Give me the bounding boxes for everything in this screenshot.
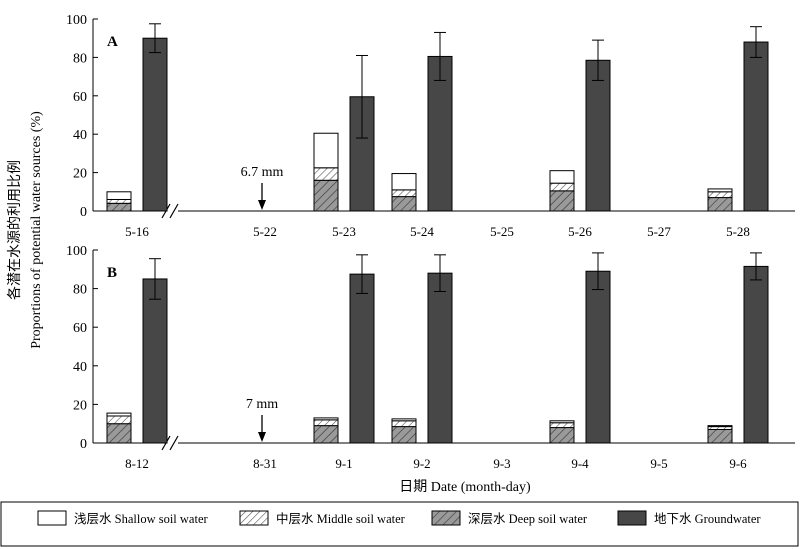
bar-deep-5-28 <box>707 197 733 212</box>
x-tick-label: 5-27 <box>647 224 671 239</box>
bar-middle-9-4 <box>549 422 575 429</box>
legend-swatch-shallow <box>37 510 67 526</box>
legend-swatch-deep <box>431 510 461 526</box>
y-tick-label: 80 <box>73 51 87 66</box>
bar-shallow-5-23 <box>313 132 339 169</box>
y-tick-label: 100 <box>66 13 87 28</box>
y-tick-label: 20 <box>73 167 87 182</box>
legend-swatch-middle <box>239 510 269 526</box>
bar-ground-9-2 <box>427 272 453 444</box>
bar-shallow-9-4 <box>549 420 575 424</box>
bar-shallow-9-6 <box>707 425 733 428</box>
legend-label-shallow: 浅层水 Shallow soil water <box>74 512 209 526</box>
bar-deep-9-6 <box>707 428 733 444</box>
legend-frame <box>0 501 799 547</box>
x-tick-label: 9-6 <box>729 456 747 471</box>
bar-deep-8-12 <box>106 423 132 444</box>
bar-middle-9-2 <box>391 420 417 428</box>
rain-label: 6.7 mm <box>241 165 284 180</box>
x-tick-label: 9-4 <box>571 456 589 471</box>
panel-a: 0 20 40 60 80 100 5-16 5-22 5-23 5-24 5-25 5-26 5-27… <box>66 13 795 239</box>
y-tick-label: 80 <box>73 283 87 298</box>
axis-break-mark <box>169 203 179 219</box>
bar-deep-5-24 <box>391 196 417 212</box>
bar-shallow-5-28 <box>707 188 733 193</box>
bar-ground-5-28 <box>743 41 769 212</box>
bar-ground-5-26 <box>585 59 611 212</box>
rain-arrow-head <box>258 432 266 442</box>
legend-label-deep: 深层水 Deep soil water <box>468 512 588 526</box>
rain-arrow-head <box>258 200 266 210</box>
y-tick-label: 20 <box>73 398 87 413</box>
panel-label: B <box>107 265 117 281</box>
x-tick-label: 5-16 <box>125 224 149 239</box>
bar-ground-5-24 <box>427 55 453 212</box>
bar-deep-5-16 <box>106 202 132 212</box>
bar-middle-5-16 <box>106 198 132 204</box>
axis-break-mark <box>169 435 179 451</box>
y-tick-label: 40 <box>73 360 87 375</box>
y-tick-label: 60 <box>73 90 87 105</box>
panel-label: A <box>107 34 118 50</box>
bar-deep-9-1 <box>313 425 339 444</box>
y-tick-label: 0 <box>80 205 87 220</box>
bar-deep-9-4 <box>549 427 575 444</box>
bar-ground-8-12 <box>142 278 168 444</box>
panel-b: 0 20 40 60 80 100 8-12 8-31 9-1 9-2 9-3 9-4 9-5 9-6 B 7… <box>66 244 795 471</box>
legend: 浅层水 Shallow soil water 中层水 Middle soil wa… <box>37 510 761 526</box>
rain-label: 7 mm <box>246 397 278 412</box>
bar-middle-8-12 <box>106 415 132 425</box>
bar-ground-5-16 <box>142 37 168 212</box>
bar-deep-5-23 <box>313 179 339 212</box>
y-tick-label: 40 <box>73 128 87 143</box>
x-tick-label: 8-12 <box>125 456 149 471</box>
bar-shallow-5-24 <box>391 173 417 191</box>
x-tick-label: 5-23 <box>332 224 356 239</box>
bar-ground-9-4 <box>585 270 611 444</box>
bar-middle-5-23 <box>313 167 339 181</box>
x-tick-label: 9-1 <box>335 456 352 471</box>
bar-ground-9-1 <box>349 273 375 444</box>
x-tick-label: 5-28 <box>726 224 750 239</box>
bar-deep-5-26 <box>549 190 575 212</box>
x-tick-label: 5-22 <box>253 224 277 239</box>
x-tick-label: 8-31 <box>253 456 277 471</box>
legend-label-ground: 地下水 Groundwater <box>654 512 761 526</box>
bar-shallow-9-1 <box>313 417 339 421</box>
bar-middle-9-1 <box>313 419 339 427</box>
bar-shallow-5-16 <box>106 191 132 200</box>
bar-shallow-5-26 <box>549 170 575 184</box>
bar-ground-9-6 <box>743 265 769 444</box>
x-axis-label: 日期 Date (month-day) <box>399 479 531 495</box>
y-tick-label: 60 <box>73 321 87 336</box>
y-tick-label: 100 <box>66 244 87 259</box>
bar-shallow-8-12 <box>106 412 132 417</box>
y-axis-label-en: Proportions of potential water sources (… <box>29 111 44 349</box>
x-tick-label: 5-25 <box>490 224 514 239</box>
bar-shallow-9-2 <box>391 418 417 422</box>
x-tick-label: 9-5 <box>650 456 667 471</box>
bar-ground-5-23 <box>349 96 375 212</box>
y-tick-label: 0 <box>80 437 87 452</box>
y-axis-label-cn: 各潜在水源的利用比例 <box>7 160 23 300</box>
x-tick-label: 5-26 <box>568 224 592 239</box>
x-tick-label: 9-2 <box>413 456 430 471</box>
legend-label-middle: 中层水 Middle soil water <box>276 511 406 526</box>
bar-middle-5-28 <box>707 191 733 199</box>
bar-middle-5-26 <box>549 182 575 192</box>
x-tick-label: 5-24 <box>410 224 434 239</box>
bar-deep-9-2 <box>391 426 417 444</box>
bar-middle-5-24 <box>391 189 417 198</box>
legend-swatch-ground <box>617 510 647 526</box>
x-tick-label: 9-3 <box>493 456 510 471</box>
